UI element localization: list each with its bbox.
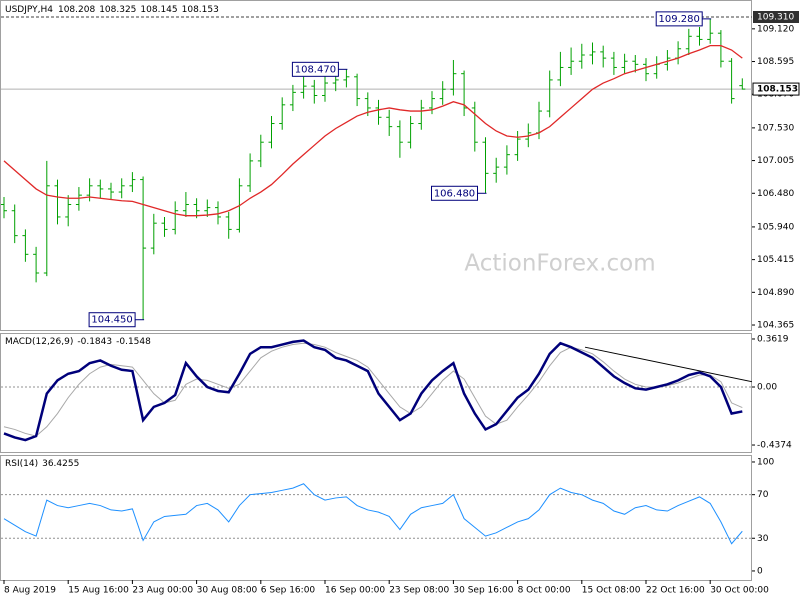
x-tick-label: 30 Sep 16:00 bbox=[453, 586, 513, 596]
macd-last: -0.1843 bbox=[77, 337, 112, 347]
macd-title: MACD(12,26,9) bbox=[5, 337, 73, 347]
x-tick-label: 6 Sep 16:00 bbox=[261, 586, 316, 596]
macd-panel bbox=[0, 333, 752, 453]
rsi-last: 36.4255 bbox=[42, 459, 79, 469]
hline-label: 109.310 bbox=[757, 13, 794, 23]
hline-label-box bbox=[753, 11, 799, 24]
last-low: 108.145 bbox=[140, 5, 177, 15]
x-tick-label: 22 Oct 16:00 bbox=[646, 586, 705, 596]
main-panel bbox=[0, 0, 752, 331]
watermark: ActionForex.com bbox=[464, 251, 655, 277]
x-tick-label: 8 Aug 2019 bbox=[4, 586, 56, 596]
y-tick-label: 107.005 bbox=[757, 156, 794, 166]
y-tick-label: 107.530 bbox=[757, 123, 794, 133]
y-tick-label: -0.4374 bbox=[757, 441, 792, 451]
annotation-label: 106.480 bbox=[434, 188, 475, 199]
y-tick-label: 109.120 bbox=[757, 24, 794, 34]
y-tick-label: 105.940 bbox=[757, 222, 794, 232]
x-tick-label: 30 Oct 00:00 bbox=[710, 586, 769, 596]
moving-average bbox=[3, 45, 743, 217]
symbol: USDJPY,H4 bbox=[5, 5, 53, 15]
last-close: 108.153 bbox=[182, 5, 219, 15]
annotation-box bbox=[655, 11, 703, 27]
y-tick-label: 104.890 bbox=[757, 288, 794, 298]
annotation-box bbox=[291, 61, 339, 77]
annotation-box bbox=[88, 312, 136, 328]
x-tick-label: 16 Sep 00:00 bbox=[325, 586, 385, 596]
y-tick-label: 30 bbox=[757, 534, 769, 544]
trendline bbox=[584, 346, 753, 383]
y-tick-label: 70 bbox=[757, 490, 769, 500]
macd-header: MACD(12,26,9) -0.1843 -0.1548 bbox=[5, 337, 151, 347]
rsi-header: RSI(14) 36.4255 bbox=[5, 459, 79, 469]
y-tick-label: 100 bbox=[757, 457, 774, 467]
signal-line bbox=[3, 342, 743, 437]
y-tick-label: 106.480 bbox=[757, 189, 794, 199]
y-tick-label: 0 bbox=[757, 566, 763, 576]
annotation-box bbox=[431, 185, 478, 201]
x-tick-label: 15 Oct 08:00 bbox=[582, 586, 641, 596]
annotation-label: 108.470 bbox=[295, 64, 336, 75]
y-tick-label: 108.595 bbox=[757, 57, 794, 67]
y-tick-label: 104.365 bbox=[757, 321, 794, 331]
last-price-box bbox=[752, 82, 800, 96]
last-high: 108.325 bbox=[99, 5, 136, 15]
macd-line bbox=[3, 339, 743, 442]
y-tick-label: 105.415 bbox=[757, 255, 794, 265]
signal-last: -0.1548 bbox=[116, 337, 151, 347]
marks: 109.120108.595108.070107.530107.005106.4… bbox=[1, 11, 800, 596]
last-open: 108.208 bbox=[58, 5, 95, 15]
main-header: USDJPY,H4 108.208 108.325 108.145 108.153 bbox=[5, 5, 219, 15]
rsi-title: RSI(14) bbox=[5, 459, 38, 469]
x-tick-label: 15 Aug 16:00 bbox=[68, 586, 129, 596]
rsi-panel bbox=[0, 455, 752, 581]
last-price-label: 108.153 bbox=[757, 85, 798, 95]
rsi-line bbox=[3, 483, 743, 545]
annotation-label: 104.450 bbox=[91, 315, 132, 326]
x-tick-label: 23 Aug 00:00 bbox=[132, 586, 193, 596]
x-tick-label: 23 Sep 08:00 bbox=[389, 586, 449, 596]
x-tick-label: 8 Oct 00:00 bbox=[518, 586, 571, 596]
y-tick-label: 0.00 bbox=[757, 382, 777, 392]
y-tick-label: 0.3619 bbox=[757, 334, 789, 344]
annotation-label: 109.280 bbox=[659, 14, 700, 25]
x-tick-label: 30 Aug 08:00 bbox=[197, 586, 258, 596]
